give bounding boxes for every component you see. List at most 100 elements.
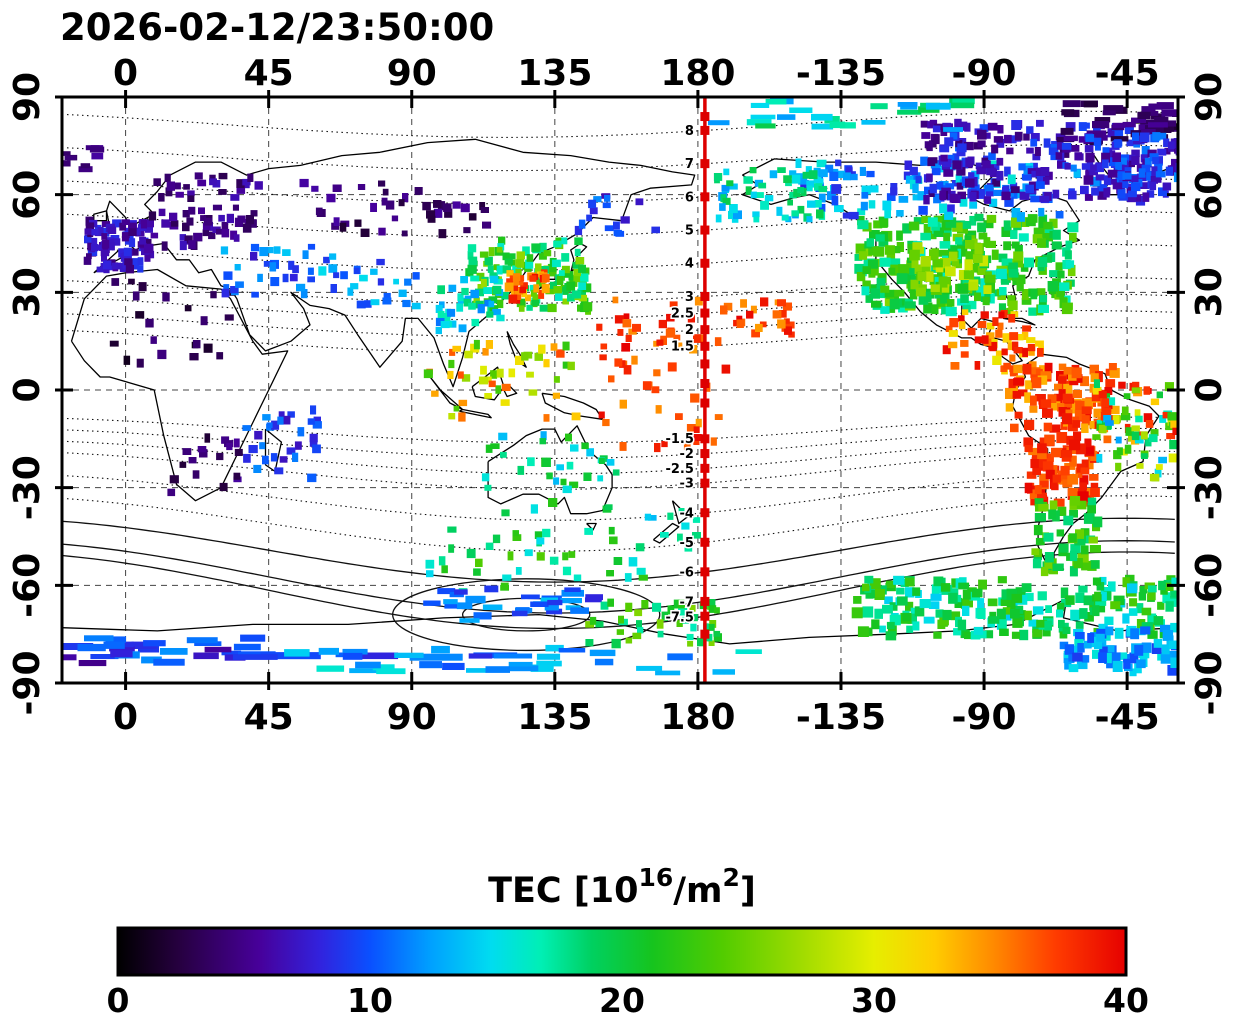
tec-point xyxy=(496,314,505,322)
tec-point xyxy=(1090,488,1100,497)
tec-point xyxy=(977,321,987,328)
tec-point xyxy=(91,152,104,160)
tec-point xyxy=(259,247,269,257)
tec-point xyxy=(875,234,885,242)
tec-point xyxy=(755,192,764,198)
tec-point xyxy=(1107,169,1118,178)
tec-cluster-south-america-north-red xyxy=(1005,362,1121,433)
tec-point xyxy=(498,432,508,441)
tec-point xyxy=(658,319,667,329)
tec-point xyxy=(282,273,289,283)
tec-point xyxy=(964,235,972,243)
tec-point xyxy=(921,132,931,139)
tec-point xyxy=(121,232,130,242)
tec-point xyxy=(1117,171,1125,180)
tec-point xyxy=(270,453,278,462)
tec-point xyxy=(1129,652,1139,664)
coastline-path xyxy=(459,408,492,419)
tec-point xyxy=(1146,190,1155,198)
tec-point xyxy=(1140,182,1150,189)
tec-point xyxy=(502,252,510,261)
lon-tick-label-top: -90 xyxy=(952,53,1017,94)
tec-point xyxy=(1092,386,1102,395)
tec-point xyxy=(1057,160,1067,169)
tec-point xyxy=(1151,177,1158,184)
contour-line xyxy=(62,517,1175,583)
tec-point xyxy=(1004,197,1014,207)
tec-point xyxy=(890,183,898,190)
colorbar-tick-label: 10 xyxy=(347,981,393,1020)
tec-point xyxy=(1130,175,1139,183)
tec-point xyxy=(409,653,463,661)
tec-point xyxy=(760,297,769,307)
tec-point xyxy=(952,180,959,187)
tec-point xyxy=(879,625,886,633)
contour-line xyxy=(62,243,1175,271)
tec-point xyxy=(1049,144,1058,151)
tec-point xyxy=(1165,166,1173,176)
tec-point xyxy=(144,254,151,262)
tec-point xyxy=(493,278,503,285)
tec-point xyxy=(1021,289,1029,300)
tec-point xyxy=(119,222,127,231)
tec-point xyxy=(1057,506,1067,516)
tec-point xyxy=(1127,190,1137,198)
tec-point xyxy=(449,348,456,356)
tec-point xyxy=(1073,169,1081,178)
tec-point xyxy=(493,653,533,659)
tec-point xyxy=(586,214,592,222)
tec-point xyxy=(560,598,582,604)
tec-point xyxy=(1139,586,1148,594)
tec-point xyxy=(1014,245,1023,257)
tec-point xyxy=(109,646,135,652)
tec-point xyxy=(942,609,952,621)
tec-point xyxy=(896,230,903,241)
tec-point xyxy=(423,600,441,606)
tec-point xyxy=(1030,395,1037,406)
lat-tick-label-left: -60 xyxy=(7,553,48,618)
tec-point xyxy=(980,290,991,302)
tec-point xyxy=(900,579,909,587)
tec-point xyxy=(861,286,870,296)
tec-point xyxy=(1162,182,1172,191)
tec-point xyxy=(1033,227,1045,238)
lat-tick-label-right: 30 xyxy=(1189,267,1230,317)
tec-point xyxy=(240,634,266,642)
tec-point xyxy=(908,221,920,231)
tec-point xyxy=(1036,288,1046,296)
tec-point xyxy=(1089,545,1101,553)
tec-point xyxy=(1085,152,1095,163)
tec-point xyxy=(897,596,908,606)
tec-point xyxy=(542,457,551,467)
tec-point xyxy=(750,191,757,199)
tec-point xyxy=(930,284,940,292)
tec-point xyxy=(132,291,140,301)
tec-point xyxy=(1087,497,1097,506)
tec-point xyxy=(818,203,826,212)
tec-cluster-north-america-yellowish xyxy=(909,242,996,297)
tec-point xyxy=(1052,474,1061,483)
tec-point xyxy=(831,195,839,206)
tec-point xyxy=(957,143,967,153)
tec-point xyxy=(1068,533,1077,543)
tec-point xyxy=(789,107,813,113)
tec-point xyxy=(857,626,869,637)
tec-point xyxy=(385,200,395,210)
tec-point xyxy=(618,615,624,624)
tec-point xyxy=(588,199,597,209)
tec-point xyxy=(382,297,392,305)
tec-point xyxy=(928,189,935,197)
tec-point xyxy=(433,200,442,208)
tec-point xyxy=(197,446,207,453)
tec-point xyxy=(516,251,525,260)
tec-point xyxy=(159,648,188,655)
tec-point xyxy=(442,662,465,670)
tec-point xyxy=(125,264,134,274)
tec-point xyxy=(354,219,362,227)
tec-point xyxy=(614,315,624,324)
tec-point xyxy=(62,654,77,661)
tec-point xyxy=(866,170,875,178)
tec-point xyxy=(266,247,274,254)
tec-point xyxy=(452,345,461,352)
tec-point xyxy=(525,294,531,302)
